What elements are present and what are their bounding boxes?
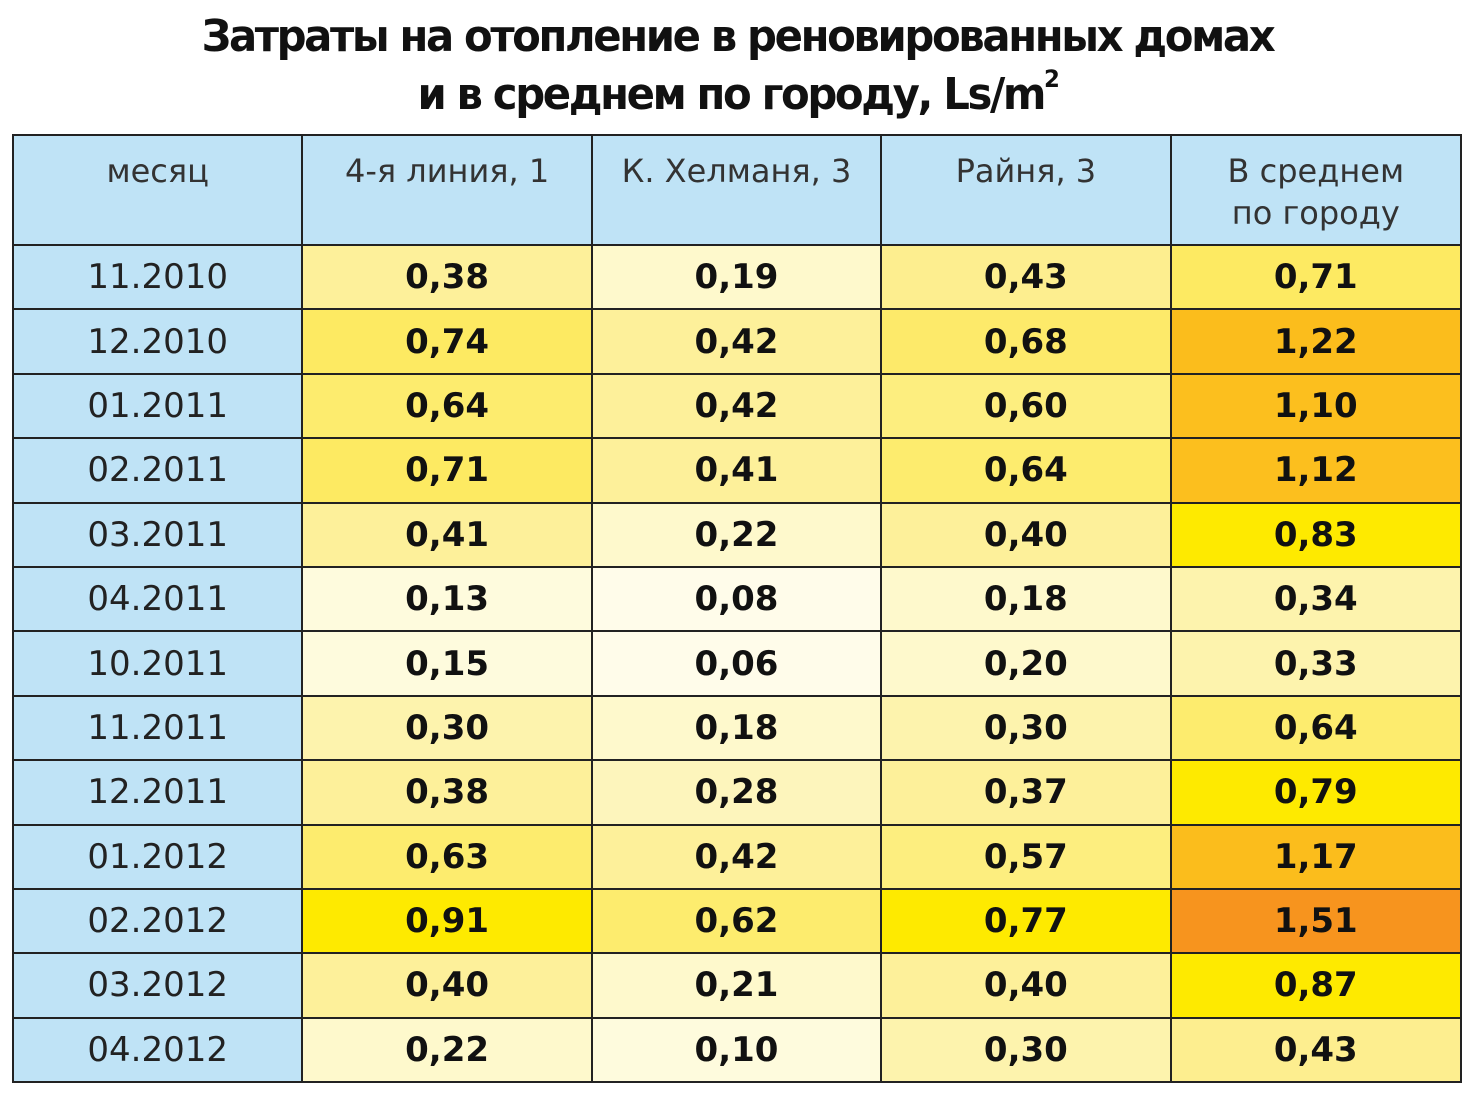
header-4-liniya: 4-я линия, 1 (301, 134, 593, 246)
value-cell-k-helmanya: 0,08 (590, 565, 883, 633)
table-row: 04.2012 0,22 0,10 0,30 0,43 (11, 1016, 1463, 1084)
month-cell: 12.2010 (11, 308, 304, 375)
value-cell-k-helmanya: 0,41 (590, 437, 883, 504)
value-cell-4-liniya: 0,30 (301, 694, 593, 762)
table-row: 03.2011 0,41 0,22 0,40 0,83 (11, 501, 1463, 568)
title-line-2: и в среднем по городу, Ls/m2 (37, 66, 1438, 124)
value-cell-4-liniya: 0,38 (301, 243, 593, 311)
value-cell-rainya: 0,37 (880, 759, 1172, 826)
value-cell-city-average: 0,34 (1169, 565, 1463, 633)
value-cell-rainya: 0,40 (880, 952, 1172, 1019)
value-cell-k-helmanya: 0,10 (590, 1016, 883, 1084)
header-city-average: В среднем по городу (1169, 134, 1463, 246)
value-cell-rainya: 0,20 (880, 630, 1172, 697)
value-cell-k-helmanya: 0,42 (590, 823, 883, 890)
title-line-2-text: и в среднем по городу, Ls/m (417, 69, 1046, 120)
value-cell-city-average: 1,10 (1169, 372, 1463, 440)
month-cell: 11.2011 (11, 694, 304, 762)
value-cell-rainya: 0,18 (880, 565, 1172, 633)
value-cell-k-helmanya: 0,42 (590, 372, 883, 440)
value-cell-4-liniya: 0,13 (301, 565, 593, 633)
value-cell-city-average: 0,33 (1169, 630, 1463, 697)
table-row: 01.2012 0,63 0,42 0,57 1,17 (11, 823, 1463, 890)
month-cell: 04.2011 (11, 565, 304, 633)
table-row: 02.2011 0,71 0,41 0,64 1,12 (11, 437, 1463, 504)
title-superscript: 2 (1044, 65, 1060, 94)
heating-cost-table: месяц 4-я линия, 1 К. Хелманя, 3 Райня, … (11, 134, 1463, 1084)
table-row: 10.2011 0,15 0,06 0,20 0,33 (11, 630, 1463, 697)
month-cell: 03.2012 (11, 952, 304, 1019)
table-row: 02.2012 0,91 0,62 0,77 1,51 (11, 887, 1463, 955)
header-k-helmanya: К. Хелманя, 3 (590, 134, 883, 246)
month-cell: 11.2010 (11, 243, 304, 311)
table-row: 11.2011 0,30 0,18 0,30 0,64 (11, 694, 1463, 762)
value-cell-rainya: 0,57 (880, 823, 1172, 890)
value-cell-city-average: 0,43 (1169, 1016, 1463, 1084)
month-cell: 12.2011 (11, 759, 304, 826)
header-month: месяц (11, 134, 304, 246)
table-row: 12.2010 0,74 0,42 0,68 1,22 (11, 308, 1463, 375)
value-cell-k-helmanya: 0,19 (590, 243, 883, 311)
value-cell-city-average: 1,22 (1169, 308, 1463, 375)
value-cell-city-average: 0,79 (1169, 759, 1463, 826)
month-cell: 02.2011 (11, 437, 304, 504)
value-cell-city-average: 0,71 (1169, 243, 1463, 311)
header-row: месяц 4-я линия, 1 К. Хелманя, 3 Райня, … (11, 134, 1463, 246)
value-cell-rainya: 0,40 (880, 501, 1172, 568)
value-cell-k-helmanya: 0,18 (590, 694, 883, 762)
month-cell: 04.2012 (11, 1016, 304, 1084)
month-cell: 01.2011 (11, 372, 304, 440)
value-cell-4-liniya: 0,38 (301, 759, 593, 826)
value-cell-city-average: 0,87 (1169, 952, 1463, 1019)
value-cell-4-liniya: 0,91 (301, 887, 593, 955)
value-cell-k-helmanya: 0,42 (590, 308, 883, 375)
value-cell-rainya: 0,43 (880, 243, 1172, 311)
chart-title: Затраты на отопление в реновированных до… (37, 8, 1438, 124)
title-line-1: Затраты на отопление в реновированных до… (201, 11, 1276, 62)
value-cell-rainya: 0,60 (880, 372, 1172, 440)
value-cell-k-helmanya: 0,62 (590, 887, 883, 955)
value-cell-4-liniya: 0,71 (301, 437, 593, 504)
value-cell-k-helmanya: 0,22 (590, 501, 883, 568)
value-cell-city-average: 0,64 (1169, 694, 1463, 762)
value-cell-city-average: 1,12 (1169, 437, 1463, 504)
value-cell-4-liniya: 0,41 (301, 501, 593, 568)
value-cell-k-helmanya: 0,06 (590, 630, 883, 697)
header-city-average-line2: по городу (1231, 194, 1400, 232)
value-cell-city-average: 1,51 (1169, 887, 1463, 955)
value-cell-k-helmanya: 0,21 (590, 952, 883, 1019)
month-cell: 03.2011 (11, 501, 304, 568)
value-cell-rainya: 0,30 (880, 694, 1172, 762)
value-cell-rainya: 0,68 (880, 308, 1172, 375)
month-cell: 01.2012 (11, 823, 304, 890)
value-cell-4-liniya: 0,40 (301, 952, 593, 1019)
month-cell: 02.2012 (11, 887, 304, 955)
value-cell-k-helmanya: 0,28 (590, 759, 883, 826)
value-cell-rainya: 0,77 (880, 887, 1172, 955)
value-cell-4-liniya: 0,74 (301, 308, 593, 375)
value-cell-city-average: 1,17 (1169, 823, 1463, 890)
table-row: 12.2011 0,38 0,28 0,37 0,79 (11, 759, 1463, 826)
header-city-average-line1: В среднем (1227, 152, 1405, 190)
table-row: 04.2011 0,13 0,08 0,18 0,34 (11, 565, 1463, 633)
header-rainya: Райня, 3 (880, 134, 1172, 246)
table-row: 01.2011 0,64 0,42 0,60 1,10 (11, 372, 1463, 440)
value-cell-city-average: 0,83 (1169, 501, 1463, 568)
value-cell-4-liniya: 0,64 (301, 372, 593, 440)
value-cell-rainya: 0,30 (880, 1016, 1172, 1084)
table-body: 11.2010 0,38 0,19 0,43 0,71 12.2010 0,74 0,42 0,… (11, 243, 1463, 1084)
value-cell-4-liniya: 0,15 (301, 630, 593, 697)
value-cell-rainya: 0,64 (880, 437, 1172, 504)
table-row: 11.2010 0,38 0,19 0,43 0,71 (11, 243, 1463, 311)
table-row: 03.2012 0,40 0,21 0,40 0,87 (11, 952, 1463, 1019)
value-cell-4-liniya: 0,22 (301, 1016, 593, 1084)
month-cell: 10.2011 (11, 630, 304, 697)
value-cell-4-liniya: 0,63 (301, 823, 593, 890)
